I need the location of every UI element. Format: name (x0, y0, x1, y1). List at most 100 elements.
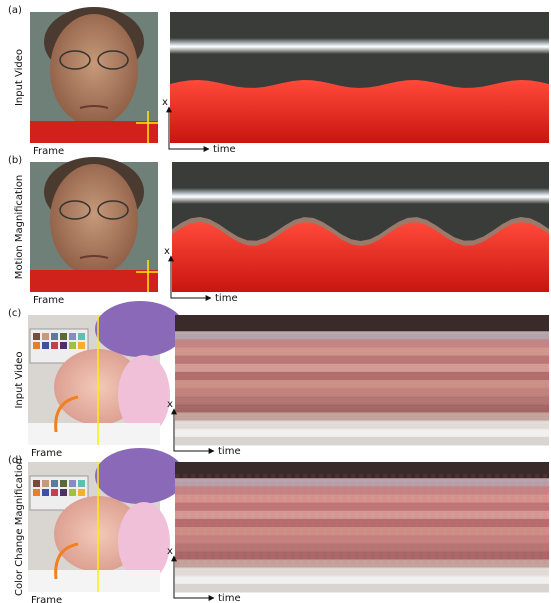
slice-band (175, 510, 549, 520)
slice-band (175, 543, 549, 552)
shirt (30, 121, 158, 143)
slice-pulse (415, 474, 419, 564)
chart-swatch (69, 489, 76, 496)
blanket (95, 301, 185, 357)
mouth (79, 255, 109, 259)
chart-swatch (78, 333, 85, 340)
slice-pulse (223, 474, 227, 564)
glasses-right (97, 50, 129, 70)
slice-band (175, 339, 549, 348)
chart-swatch (60, 342, 67, 349)
sheet (28, 570, 160, 592)
slice-band (175, 412, 549, 422)
slice-band (175, 420, 549, 430)
panel: (b) Motion Magnification Frame x time (8, 155, 549, 306)
slice-pulse (231, 474, 235, 564)
frame-label: Frame (31, 448, 62, 459)
slice-band (175, 502, 549, 512)
slice-pulse (431, 474, 435, 564)
slice-pulse (543, 474, 547, 564)
slice-pulse (303, 474, 307, 564)
slice-pulse (175, 474, 179, 564)
slice-pulse (247, 474, 251, 564)
slice-pulse (335, 474, 339, 564)
slice-band (175, 567, 549, 577)
panel-label: (a) (8, 5, 22, 16)
slice-band (175, 494, 549, 504)
glasses-left (59, 50, 91, 70)
side-label: Motion Magnification (14, 175, 25, 279)
side-label: Input Video (14, 49, 25, 106)
chart-swatch (42, 342, 49, 349)
slice-band (175, 363, 549, 373)
slice-band (175, 315, 549, 324)
slice-band (175, 371, 549, 381)
axes (171, 555, 215, 601)
slice-pulse (375, 474, 379, 564)
slice-band (175, 518, 549, 528)
slice-pulse (199, 474, 203, 564)
chart-swatch (42, 489, 49, 496)
slice-pulse (327, 474, 331, 564)
x-axis-label: x (164, 246, 170, 257)
slice-pulse (255, 474, 259, 564)
slice-band (175, 575, 549, 585)
slice-pulse (399, 474, 403, 564)
slice-band (175, 478, 549, 487)
chart-swatch (51, 342, 58, 349)
time-axis-label: time (213, 144, 236, 155)
slice-pulse (423, 474, 427, 564)
face (50, 14, 138, 126)
chart-swatch (42, 333, 49, 340)
x-axis-label: x (167, 399, 173, 410)
slice-pulse (527, 474, 531, 564)
baby-body (118, 502, 170, 582)
slice-band (175, 428, 549, 438)
sheet (28, 423, 160, 445)
slice-pulse (239, 474, 243, 564)
blanket (95, 448, 185, 504)
chart-swatch (33, 489, 40, 496)
slice-band (175, 470, 549, 479)
mouth (79, 105, 109, 109)
chart-swatch (33, 342, 40, 349)
chart-swatch (33, 333, 40, 340)
x-axis-label: x (162, 97, 168, 108)
time-axis-label: time (218, 593, 241, 603)
chart-swatch (69, 342, 76, 349)
glasses-left (59, 200, 91, 220)
slice-red (172, 222, 549, 292)
axes (168, 255, 212, 301)
slice-pulse (295, 474, 299, 564)
shirt (30, 270, 158, 292)
chart-swatch (60, 480, 67, 487)
frame-label: Frame (31, 595, 62, 603)
face (50, 164, 138, 276)
slice-pulse (183, 474, 187, 564)
chart-swatch (51, 489, 58, 496)
slice-pulse (463, 474, 467, 564)
panel: (d)Color Change Magnification Frame x time (8, 448, 549, 603)
glasses-right (97, 200, 129, 220)
slice-pulse (479, 474, 483, 564)
slice-pulse (519, 474, 523, 564)
chart-swatch (51, 333, 58, 340)
slice-band (175, 331, 549, 340)
slice-band (175, 404, 549, 413)
chart-swatch (51, 480, 58, 487)
slice-pulse (351, 474, 355, 564)
slice-pulse (207, 474, 211, 564)
slice-band (175, 486, 549, 495)
slice-band (175, 355, 549, 365)
axes (171, 408, 215, 454)
panel-label: (b) (8, 155, 22, 166)
slice-band (175, 462, 549, 471)
x-axis-label: x (167, 546, 173, 557)
slice-pulse (367, 474, 371, 564)
slice-band (175, 396, 549, 405)
slice-pulse (455, 474, 459, 564)
slice-band (175, 347, 549, 357)
slice-stripe (170, 38, 549, 54)
frame-label: Frame (33, 146, 64, 157)
side-label: Color Change Magnification (14, 458, 25, 596)
